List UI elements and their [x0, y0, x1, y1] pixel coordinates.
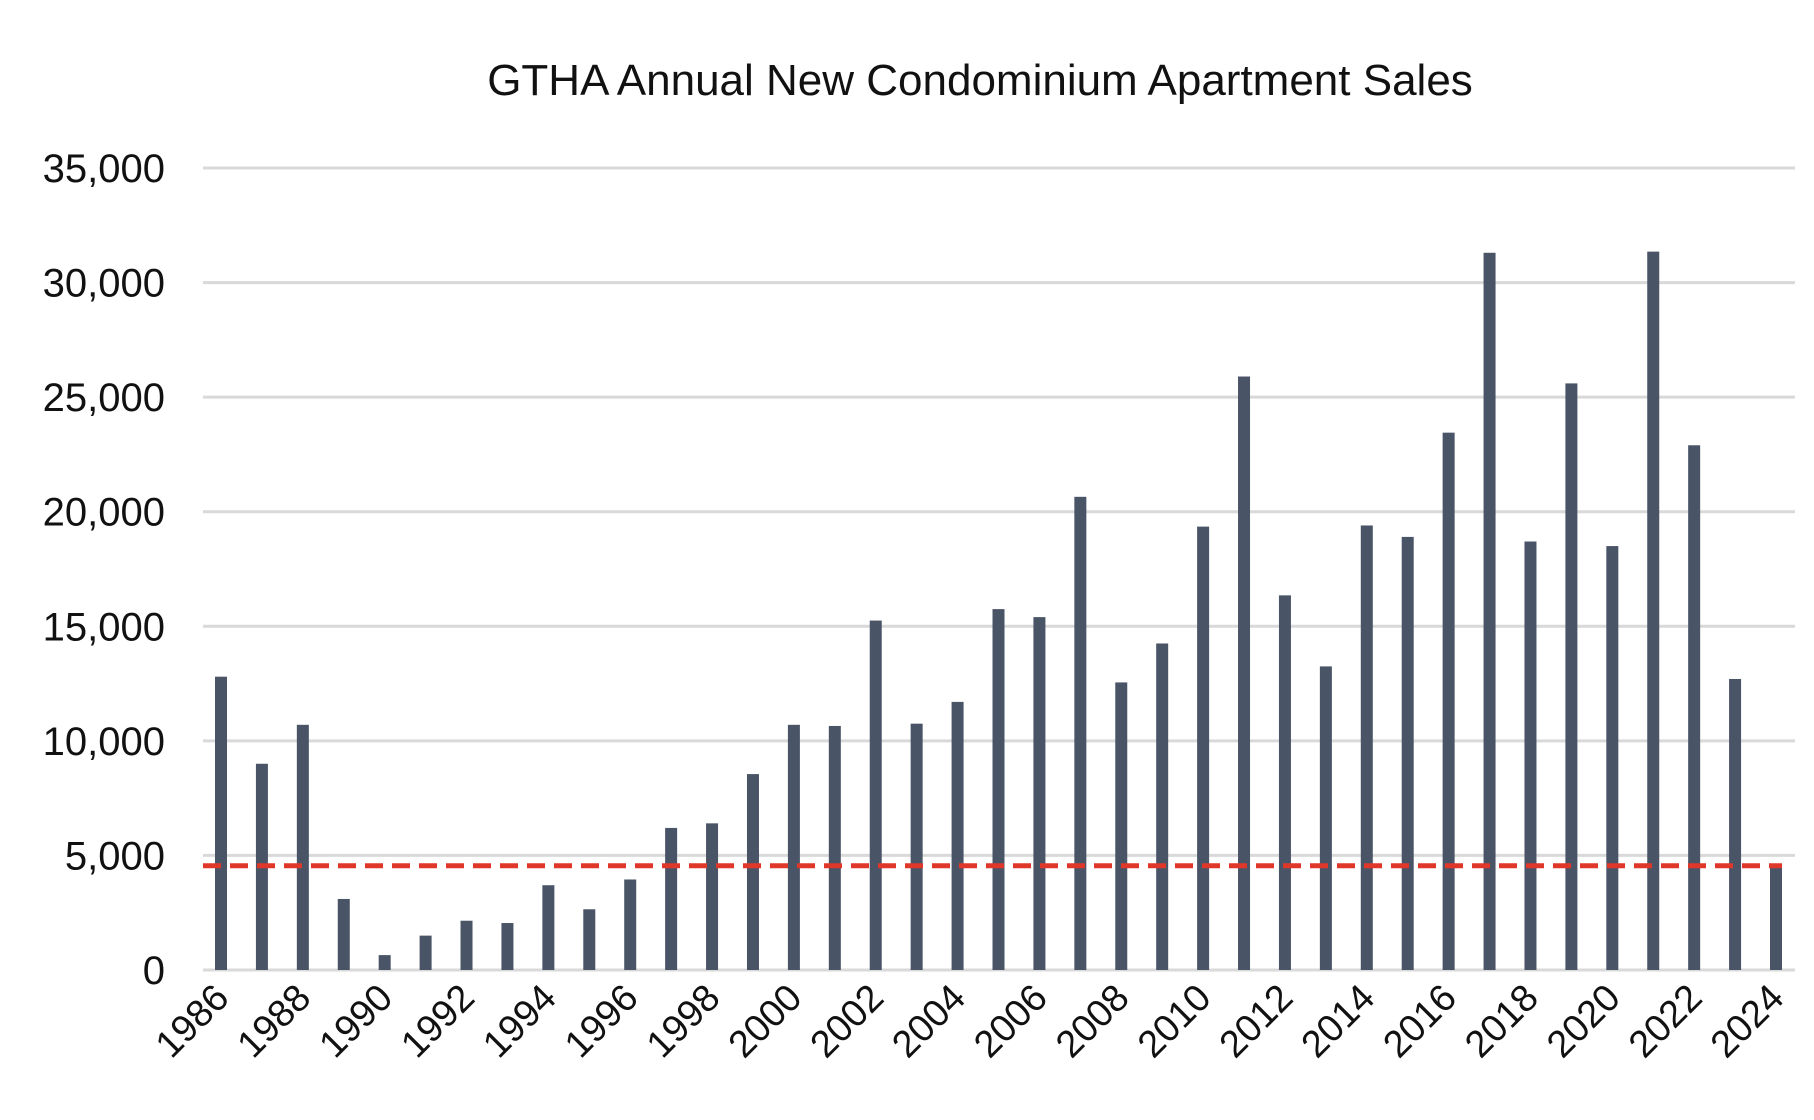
bar-2000	[787, 724, 800, 970]
bar-2003	[910, 723, 923, 970]
x-tick-label: 2020	[1539, 977, 1628, 1066]
x-tick-label: 2004	[884, 977, 973, 1066]
x-tick-label: 1994	[475, 977, 564, 1066]
bar-1994	[542, 885, 555, 970]
bar-2015	[1401, 536, 1414, 970]
bar-1989	[337, 898, 350, 970]
bar-1993	[501, 923, 514, 970]
bar-2020	[1606, 546, 1619, 970]
y-tick-label: 10,000	[43, 720, 165, 764]
x-tick-label: 2008	[1048, 977, 1137, 1066]
x-tick-label: 1998	[639, 977, 728, 1066]
x-tick-label: 2024	[1703, 977, 1792, 1066]
x-tick-label: 2022	[1621, 977, 1710, 1066]
bar-2014	[1360, 525, 1373, 970]
bar-2002	[869, 620, 882, 970]
bar-2021	[1647, 251, 1660, 970]
x-tick-label: 2012	[1212, 977, 1301, 1066]
x-tick-label: 2016	[1376, 977, 1465, 1066]
x-tick-label: 1996	[557, 977, 646, 1066]
bar-2006	[1033, 617, 1046, 970]
x-axis-ticks: 1986198819901992199419961998200020022004…	[148, 977, 1792, 1066]
bar-2001	[828, 725, 841, 970]
bar-1998	[706, 823, 719, 970]
bar-2007	[1074, 496, 1087, 970]
y-tick-label: 30,000	[43, 262, 165, 306]
x-tick-label: 2018	[1457, 977, 1546, 1066]
bar-2010	[1197, 526, 1210, 970]
x-tick-label: 2002	[803, 977, 892, 1066]
bar-2009	[1156, 643, 1169, 970]
x-tick-label: 2006	[966, 977, 1055, 1066]
bar-2008	[1115, 682, 1128, 970]
y-axis-ticks: 0 5,000 10,000 15,000 20,000 25,000 30,000 35,0…	[43, 147, 165, 993]
bar-2011	[1238, 376, 1251, 970]
bar-1990	[378, 955, 391, 970]
x-tick-label: 2000	[721, 977, 810, 1066]
bar-2004	[951, 701, 964, 970]
x-tick-label: 1990	[312, 977, 401, 1066]
bar-2017	[1483, 252, 1496, 971]
chart-title: GTHA Annual New Condominium Apartment Sa…	[487, 56, 1473, 105]
bar-1988	[296, 724, 309, 970]
bar-2016	[1442, 432, 1455, 970]
bar-1991	[419, 935, 432, 970]
bar-2005	[992, 609, 1005, 970]
bar-2022	[1688, 445, 1701, 971]
y-tick-label: 15,000	[43, 605, 165, 649]
bar-2018	[1524, 541, 1537, 970]
bar-1995	[583, 909, 596, 970]
bar-1986	[215, 676, 227, 970]
x-tick-label: 1988	[230, 977, 319, 1066]
bar-2013	[1319, 666, 1332, 970]
bar-1996	[624, 879, 637, 970]
y-tick-label: 5,000	[65, 834, 165, 878]
y-tick-label: 20,000	[43, 491, 165, 535]
bar-2012	[1278, 595, 1291, 970]
bar-1997	[665, 827, 678, 970]
y-tick-label: 35,000	[43, 147, 165, 191]
x-tick-label: 2010	[1130, 977, 1219, 1066]
y-tick-label: 0	[143, 949, 165, 993]
bar-2024	[1770, 865, 1782, 970]
bars	[215, 251, 1782, 971]
bar-2019	[1565, 383, 1578, 970]
y-tick-label: 25,000	[43, 376, 165, 420]
bar-1999	[746, 774, 759, 970]
x-tick-label: 2014	[1294, 977, 1383, 1066]
x-tick-label: 1992	[393, 977, 482, 1066]
bar-2023	[1729, 678, 1742, 970]
bar-1992	[460, 920, 473, 970]
